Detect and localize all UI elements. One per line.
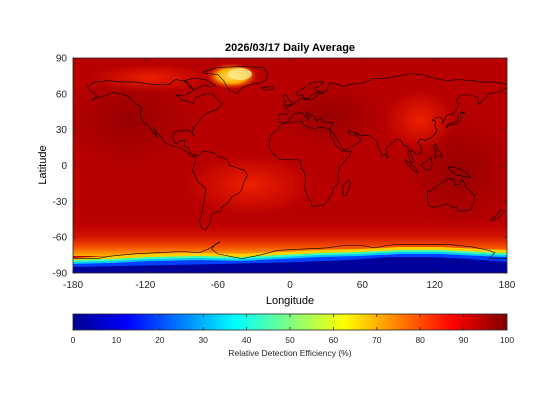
colorbar-tick-label: 40 <box>242 335 252 345</box>
chart-title: 2026/03/17 Daily Average <box>225 42 355 54</box>
coastline-new-guinea <box>447 166 472 178</box>
coastline-antarctica <box>73 241 507 260</box>
colorbar-tick-label: 50 <box>285 335 295 345</box>
heatmap-greenland-spot <box>228 68 252 80</box>
coastline-north-america <box>87 79 223 158</box>
colorbar-tick-label: 80 <box>415 335 425 345</box>
coastline-japan <box>446 111 466 129</box>
x-tick-label: 60 <box>357 280 369 291</box>
x-axis: -180 -120 -60 0 60 120 180 <box>63 58 516 291</box>
coastline-australia <box>427 177 475 212</box>
coastline-indonesia-borneo <box>421 156 433 171</box>
heatmap-field <box>73 58 507 273</box>
y-tick-label: -30 <box>53 197 68 208</box>
x-tick-label: 120 <box>426 280 443 291</box>
coastline-philippines <box>433 143 443 159</box>
coastline-sri-lanka <box>386 154 390 159</box>
coastline-greenland <box>201 66 269 95</box>
x-tick-label: -120 <box>135 280 155 291</box>
coastline-eurasia <box>278 73 507 164</box>
y-tick-label: 30 <box>56 125 68 136</box>
colorbar-tick-label: 30 <box>198 335 208 345</box>
colorbar-tick-label: 90 <box>459 335 469 345</box>
colorbar-tick-label: 20 <box>155 335 165 345</box>
x-axis-label: Longitude <box>266 295 314 307</box>
coastline-south-america <box>192 150 249 231</box>
y-tick-label: -60 <box>53 233 68 244</box>
colorbar-tick-label: 100 <box>500 335 514 345</box>
y-tick-label: 60 <box>56 89 68 100</box>
heatmap-dark-region <box>73 70 200 170</box>
coastline-uk <box>282 94 293 107</box>
coastlines <box>73 66 507 260</box>
y-tick-label: 0 <box>61 161 67 172</box>
heatmap-warm-region <box>90 64 210 92</box>
heatmap-warm-region <box>385 90 455 150</box>
y-tick-label: -90 <box>53 269 68 280</box>
heatmap-dark-region <box>270 80 390 150</box>
colorbar-tick-label: 0 <box>71 335 76 345</box>
colorbar-ticks: 0 10 20 30 40 50 60 70 80 90 100 <box>71 314 514 345</box>
x-tick-label: -60 <box>210 280 225 291</box>
x-tick-label: 180 <box>499 280 516 291</box>
x-tick-label: 0 <box>287 280 293 291</box>
colorbar-tick-label: 60 <box>329 335 339 345</box>
coastline-africa <box>269 120 352 207</box>
coastline-iceland <box>260 86 274 91</box>
colorbar-tick-label: 10 <box>112 335 122 345</box>
heatmap-antarctica-interior <box>73 257 507 273</box>
heatmap-warm-region <box>185 155 315 215</box>
y-tick-label: 90 <box>56 54 68 65</box>
coastline-madagascar <box>342 179 351 196</box>
coastline-sumatra <box>404 159 419 174</box>
coastline-new-zealand <box>489 209 506 221</box>
x-tick-label: -180 <box>63 280 83 291</box>
y-axis-label: Latitude <box>37 145 49 184</box>
y-axis: 90 60 30 0 -30 -60 -90 <box>53 54 507 280</box>
coastline-baffin <box>183 77 217 91</box>
colorbar-label: Relative Detection Efficiency (%) <box>228 348 351 358</box>
colorbar-tick-label: 70 <box>372 335 382 345</box>
